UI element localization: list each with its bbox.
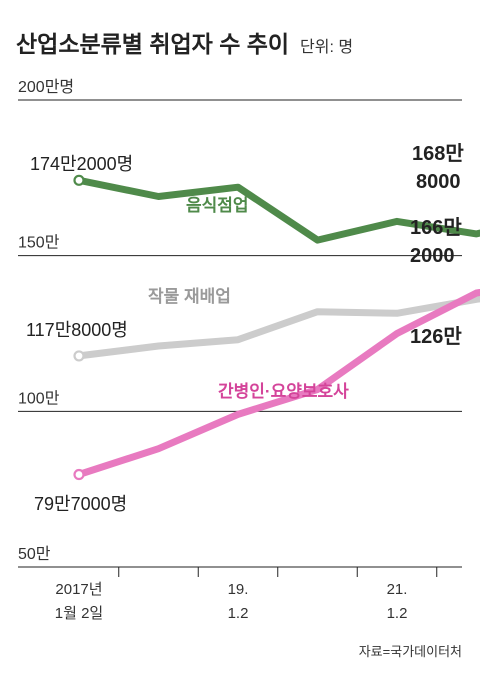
source-note: 자료=국가데이터처 [359,644,462,659]
x-tick-label-date: 1.2 [387,605,408,622]
value-annotations: 174만2000명 117만8000명 79만7000명 168만 8000 166만 20… [26,142,464,514]
series-line-crop [75,295,480,360]
series-point-care [73,468,85,481]
x-tick-label-year: 19. [228,581,249,598]
series-point-food [73,174,85,186]
annotation-care-start: 79만7000명 [34,494,127,514]
series-point-crop [73,350,85,362]
x-tick-label-year: 2017년 [55,581,102,598]
x-tick-label-date: 1월 2일 [55,605,103,622]
chart-title: 산업소분류별 취업자 수 추이 [16,31,289,57]
series-lines [73,174,480,481]
annotation-care-end_2: 8000 [416,171,461,193]
series-label-care: 간병인·요양보호사 [218,382,349,401]
annotation-food-end_2: 2000 [410,245,455,267]
y-tick-labels: 200만명 150만 100만 50만 [18,78,74,563]
unit-label: 단위: 명 [300,38,353,56]
y-tick-label: 50만 [18,545,51,563]
y-tick-label: 150만 [18,234,60,252]
x-tick-label-date: 1.2 [228,605,249,622]
y-tick-label: 100만 [18,389,60,407]
annotation-crop-end: 126만 [410,325,462,348]
series-line-care [75,288,480,478]
series-line-food [75,176,480,244]
series-label-food: 음식점업 [186,196,249,215]
annotation-crop-start: 117만8000명 [26,320,128,340]
y-tick-label: 200만명 [18,78,74,96]
annotation-food-end_1: 166만 [410,216,462,239]
annotation-care-end_1: 168만 [412,142,464,165]
series-label-crop: 작물 재배업 [148,287,231,306]
x-tick-label-year: 21. [387,581,408,598]
annotation-food-start: 174만2000명 [30,154,133,174]
